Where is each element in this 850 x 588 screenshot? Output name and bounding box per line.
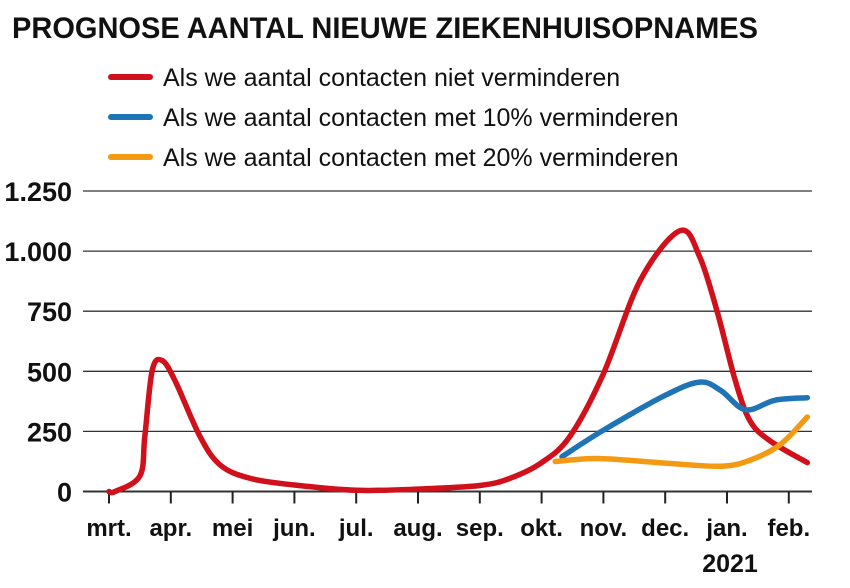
y-tick-label: 1.250 [4, 177, 72, 207]
year-label: 2021 [702, 550, 758, 578]
series-line-1 [559, 379, 811, 460]
x-tick-label: feb. [767, 515, 810, 542]
x-tick-label: mei [212, 515, 253, 542]
y-axis: 0 250 500 750 1.000 1.250 [4, 177, 72, 508]
x-tick-label: jul. [338, 515, 374, 542]
x-tick-label: jan. [705, 515, 747, 542]
x-tick-label: jun. [272, 515, 316, 542]
legend-label: Als we aantal contacten met 10% verminde… [163, 104, 679, 132]
legend: Als we aantal contacten niet verminderen… [108, 64, 679, 172]
x-tick-label: dec. [641, 515, 689, 542]
y-tick-label: 250 [27, 417, 72, 447]
y-tick-label: 1.000 [4, 237, 72, 267]
legend-label: Als we aantal contacten met 20% verminde… [163, 144, 679, 172]
gridlines [83, 190, 812, 493]
x-tick-label: apr. [149, 515, 192, 542]
y-tick-label: 0 [57, 478, 72, 508]
legend-label: Als we aantal contacten niet verminderen [163, 64, 620, 92]
x-tick-label: okt. [520, 515, 563, 542]
x-tick-label: nov. [580, 515, 628, 542]
x-tick-label: aug. [393, 515, 442, 542]
x-tick-label: sep. [456, 515, 504, 542]
x-axis: mrt. apr. mei jun. jul. aug. sep. okt. nov. dec. j… [86, 491, 810, 542]
x-tick-label: mrt. [86, 515, 131, 542]
series-line-2 [552, 414, 811, 470]
chart-title: PROGNOSE AANTAL NIEUWE ZIEKENHUISOPNAMES [12, 12, 758, 45]
y-tick-label: 750 [27, 297, 72, 327]
series-lines [106, 227, 811, 496]
y-tick-label: 500 [27, 357, 72, 387]
series-line-0 [106, 227, 811, 496]
